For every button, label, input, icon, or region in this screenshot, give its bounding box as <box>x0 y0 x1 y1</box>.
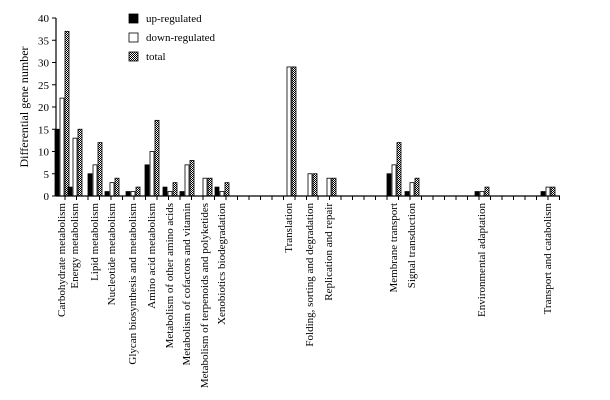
legend-swatch-solid <box>128 13 139 24</box>
y-tick-label: 0 <box>44 191 50 203</box>
bar-up-regulated <box>87 173 93 197</box>
bar-total <box>224 182 230 197</box>
y-tick-label: 5 <box>44 169 50 181</box>
legend-swatch-hatched <box>128 51 139 62</box>
category-label: Metabolism of terpenoids and polyketides <box>199 203 211 388</box>
y-tick-label: 25 <box>38 80 50 92</box>
category-label: Replication and repair <box>323 203 335 301</box>
category-label: Glycan biosynthesis and metabolism <box>127 203 139 365</box>
category-label: Translation <box>283 203 295 253</box>
bar-total <box>331 177 337 197</box>
bar-total <box>414 177 420 197</box>
category-label: Membrane transport <box>388 203 400 293</box>
bar-total <box>135 186 141 197</box>
bar-down-regulated <box>307 173 313 197</box>
bar-up-regulated <box>67 186 73 197</box>
bar-total <box>114 177 120 197</box>
bar-total <box>207 177 213 197</box>
legend-label: down-regulated <box>146 32 216 44</box>
y-tick-label: 35 <box>38 35 50 47</box>
bar-down-regulated <box>184 164 190 197</box>
legend-item-down-regulated: down-regulated <box>128 32 216 44</box>
category-label: Lipid metabolism <box>89 203 101 281</box>
legend-item-up-regulated: up-regulated <box>128 13 202 25</box>
bar-down-regulated <box>326 177 332 197</box>
bar-total <box>97 142 103 197</box>
bar-down-regulated <box>72 137 78 197</box>
category-label: Environmental adaptation <box>476 203 488 317</box>
bars-layer <box>54 30 556 197</box>
bar-total <box>154 119 160 197</box>
category-label: Energy metabolism <box>69 203 81 289</box>
legend-label: total <box>146 51 166 63</box>
bar-up-regulated <box>125 191 131 197</box>
y-tick-label: 20 <box>38 102 50 114</box>
bar-total <box>550 186 556 197</box>
bar-total <box>189 159 195 197</box>
category-label: Folding, sorting and degradation <box>304 203 316 347</box>
bar-down-regulated <box>286 66 292 197</box>
bar-up-regulated <box>474 191 480 197</box>
bar-total <box>396 142 402 197</box>
bar-down-regulated <box>109 182 115 197</box>
bar-up-regulated <box>179 191 185 197</box>
legend-item-total: total <box>128 51 166 63</box>
legend-swatch-open <box>128 32 139 43</box>
bar-down-regulated <box>219 191 225 197</box>
bar-total <box>312 173 318 197</box>
bar-total <box>484 186 490 197</box>
bar-down-regulated <box>545 186 551 197</box>
y-axis-title: Differential gene number <box>17 46 31 167</box>
bar-up-regulated <box>540 191 546 197</box>
category-labels: Carbohydrate metabolism Energy metabolism… <box>56 203 554 389</box>
bar-down-regulated <box>59 97 65 197</box>
category-label: Xenobiotics biodegradation <box>216 203 228 325</box>
legend: up-regulated down-regulated total <box>128 13 216 63</box>
bar-down-regulated <box>149 151 155 197</box>
y-tick-label: 10 <box>38 147 50 159</box>
bar-down-regulated <box>130 191 136 197</box>
y-axis-ticks: 0 5 10 15 20 25 30 35 40 <box>38 13 56 203</box>
category-label: Signal transduction <box>406 203 418 289</box>
bar-down-regulated <box>391 164 397 197</box>
category-label: Carbohydrate metabolism <box>56 203 68 317</box>
bar-down-regulated <box>479 191 485 197</box>
category-label: Nucleotide metabolism <box>106 203 118 306</box>
category-label: Metabolism of other amino acids <box>164 203 176 348</box>
bar-down-regulated <box>92 164 98 197</box>
bar-up-regulated <box>404 191 410 197</box>
bar-down-regulated <box>409 182 415 197</box>
y-tick-label: 30 <box>38 58 50 70</box>
y-tick-label: 40 <box>38 13 50 25</box>
bar-total <box>64 30 70 197</box>
bar-down-regulated <box>202 177 208 197</box>
legend-label: up-regulated <box>146 13 202 25</box>
bar-total <box>77 128 83 197</box>
bar-total <box>291 66 297 197</box>
bar-up-regulated <box>386 173 392 197</box>
bar-up-regulated <box>144 164 150 197</box>
category-label: Amino acid metabolism <box>146 203 158 309</box>
category-label: Transport and catabolism <box>542 203 554 315</box>
bar-up-regulated <box>214 186 220 197</box>
y-tick-label: 15 <box>38 124 50 136</box>
category-label: Metabolism of cofactors and vitamin <box>181 203 193 366</box>
x-axis-ticks <box>64 196 560 200</box>
bar-total <box>172 182 178 197</box>
bar-up-regulated <box>104 191 110 197</box>
bar-up-regulated <box>162 186 168 197</box>
bar-down-regulated <box>167 191 173 197</box>
